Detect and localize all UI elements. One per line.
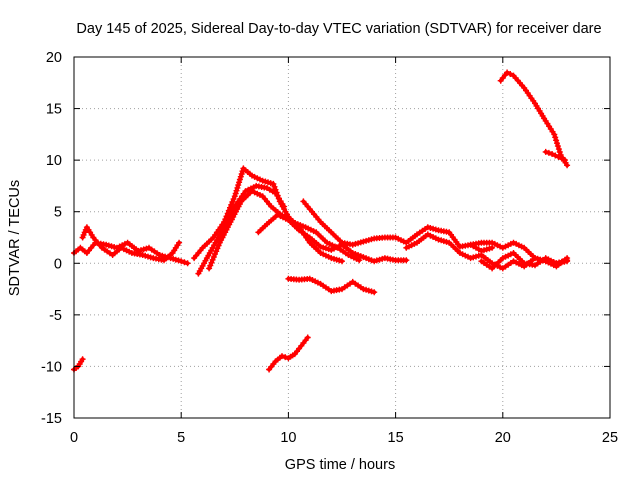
- data-point: [213, 248, 220, 255]
- data-point: [556, 149, 563, 155]
- x-tick-label: 10: [280, 430, 296, 446]
- data-point: [181, 259, 188, 266]
- data-point: [230, 196, 237, 203]
- series-track-g: [300, 198, 496, 254]
- data-point: [564, 258, 571, 265]
- y-tick-label: 15: [46, 102, 62, 118]
- data-point: [356, 257, 363, 264]
- data-point: [339, 258, 345, 265]
- data-point: [209, 256, 216, 263]
- data-point: [212, 251, 218, 258]
- chart-title: Day 145 of 2025, Sidereal Day-to-day VTE…: [76, 21, 601, 37]
- data-point: [542, 148, 549, 155]
- data-point: [228, 201, 235, 208]
- axis-ticks: 0 5 10 15 20 25 -15 -10 -5 0 5 10 15 20: [41, 50, 618, 446]
- data-point: [558, 155, 565, 162]
- data-point: [403, 257, 410, 264]
- data-point: [111, 244, 118, 250]
- series-track-l: [542, 148, 568, 164]
- data-point: [504, 69, 511, 76]
- data-point: [545, 149, 552, 156]
- data-point: [178, 258, 185, 265]
- data-point: [552, 134, 559, 141]
- data-point: [234, 184, 241, 191]
- data-point: [564, 162, 571, 169]
- data-point: [176, 239, 183, 246]
- data-point: [215, 242, 222, 249]
- x-tick-label: 5: [177, 430, 185, 446]
- y-tick-label: 0: [54, 256, 62, 272]
- data-point: [304, 334, 311, 341]
- data-point: [208, 259, 215, 266]
- data-point: [214, 245, 221, 252]
- y-tick-label: -5: [49, 308, 62, 324]
- series-track-b: [79, 224, 183, 264]
- data-point: [553, 137, 560, 144]
- x-tick-label: 20: [495, 430, 511, 446]
- series-track-o: [71, 356, 86, 373]
- data-point: [549, 151, 556, 157]
- data-point: [552, 152, 559, 159]
- data-point: [489, 244, 496, 251]
- y-tick-label: 20: [46, 50, 62, 66]
- data-point: [555, 154, 562, 160]
- data-point: [207, 262, 214, 269]
- series-track-j: [478, 250, 571, 272]
- data-point: [282, 354, 289, 361]
- series-track-m: [285, 275, 378, 296]
- data-point: [229, 199, 236, 205]
- data-point: [270, 180, 277, 187]
- data-point: [233, 187, 240, 194]
- grid: [74, 57, 610, 418]
- data-point: [555, 146, 562, 153]
- data-point: [238, 171, 245, 177]
- x-tick-label: 15: [388, 430, 404, 446]
- data-point: [79, 356, 86, 363]
- series-track-c: [191, 165, 345, 265]
- y-tick-label: 10: [46, 153, 62, 169]
- series-track-f: [255, 211, 410, 265]
- x-tick-label: 25: [602, 430, 618, 446]
- data-point: [235, 182, 242, 189]
- data-point: [281, 203, 288, 210]
- data-point: [554, 143, 561, 150]
- data-point: [184, 260, 191, 267]
- data-point: [507, 71, 514, 77]
- x-tick-label: 0: [70, 430, 78, 446]
- data-layer: [71, 69, 571, 373]
- data-point: [159, 252, 166, 259]
- series-track-n: [266, 334, 311, 373]
- data-point: [371, 289, 378, 296]
- y-tick-label: -10: [41, 359, 62, 375]
- y-tick-label: 5: [54, 205, 62, 221]
- data-point: [232, 190, 239, 197]
- y-tick-label: -15: [41, 411, 62, 427]
- series-track-k: [497, 69, 571, 169]
- data-point: [210, 254, 217, 260]
- data-point: [562, 157, 568, 164]
- data-point: [236, 176, 243, 183]
- plot-frame: [73, 56, 611, 419]
- x-axis-label: GPS time / hours: [285, 457, 395, 473]
- data-point: [239, 168, 246, 175]
- data-point: [554, 140, 560, 147]
- data-point: [206, 265, 213, 272]
- data-point: [551, 131, 558, 138]
- data-point: [236, 179, 243, 186]
- data-point: [271, 183, 278, 190]
- y-axis-label: SDTVAR / TECUs: [7, 180, 23, 296]
- data-point: [279, 353, 285, 360]
